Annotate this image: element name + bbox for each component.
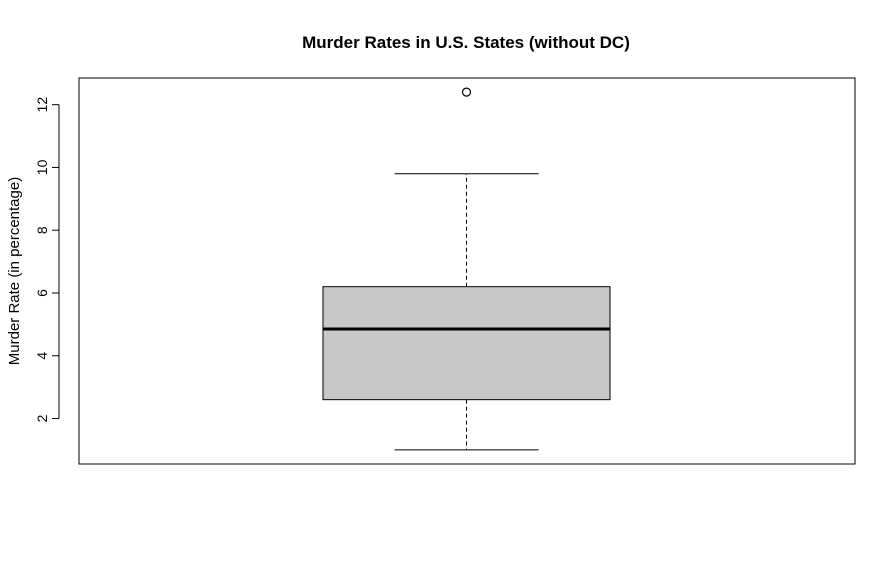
- y-tick-label: 10: [34, 159, 50, 175]
- y-tick-label: 8: [34, 226, 50, 234]
- plot-frame: [78, 77, 856, 465]
- y-axis: 2 4 6 8 10 12: [34, 97, 60, 422]
- iqr-box: [322, 286, 611, 401]
- outlier-point: [461, 87, 472, 97]
- chart-title: Murder Rates in U.S. States (without DC): [302, 33, 630, 52]
- y-axis-label: Murder Rate (in percentage): [6, 177, 23, 365]
- box-group: [322, 87, 611, 451]
- y-tick-label: 6: [34, 289, 50, 297]
- y-tick-label: 4: [34, 352, 50, 360]
- y-tick-label: 12: [34, 97, 50, 113]
- y-tick-label: 2: [34, 414, 50, 422]
